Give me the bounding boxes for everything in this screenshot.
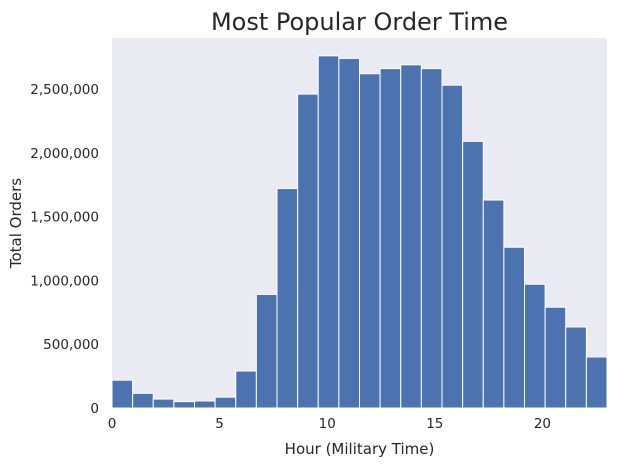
histogram-bar-22 xyxy=(565,326,587,409)
y-tick-label: 1,000,000 xyxy=(30,273,99,289)
x-tick-label: 15 xyxy=(426,416,443,432)
x-tick-label: 10 xyxy=(319,416,336,432)
histogram-bar-4 xyxy=(193,400,216,409)
x-tick-labels: 0 5 10 15 20 xyxy=(108,416,551,432)
histogram-bar-12 xyxy=(359,73,381,409)
y-tick-labels: 0 500,000 1,000,000 1,500,000 2,000,000 2,500… xyxy=(30,82,99,417)
y-axis-label: Total Orders xyxy=(7,178,25,269)
y-tick-label: 0 xyxy=(90,401,99,417)
y-tick-label: 2,000,000 xyxy=(30,146,99,162)
histogram-bar-1 xyxy=(132,392,154,409)
histogram-bar-9 xyxy=(297,93,319,409)
chart-title: Most Popular Order Time xyxy=(211,8,508,36)
histogram-bar-15 xyxy=(420,68,443,409)
histogram-bar-16 xyxy=(441,84,464,409)
x-tick-label: 5 xyxy=(215,416,224,432)
histogram-bar-3 xyxy=(173,401,195,409)
histogram-bar-19 xyxy=(503,246,526,409)
histogram-bar-13 xyxy=(379,68,402,409)
x-tick-label: 20 xyxy=(534,416,551,432)
histogram-bar-0 xyxy=(111,379,134,409)
histogram-bar-5 xyxy=(214,396,237,409)
histogram-bar-10 xyxy=(317,55,340,409)
histogram-bar-14 xyxy=(400,64,422,409)
y-tick-label: 1,500,000 xyxy=(30,210,99,226)
y-tick-label: 2,500,000 xyxy=(30,82,99,98)
histogram-bar-6 xyxy=(235,370,257,409)
histogram-bar-20 xyxy=(524,283,546,409)
histogram-bar-7 xyxy=(255,293,278,409)
histogram-bar-23 xyxy=(585,356,608,409)
histogram-bar-11 xyxy=(338,57,360,409)
x-axis-label: Hour (Military Time) xyxy=(285,440,435,458)
x-tick-label: 0 xyxy=(108,416,117,432)
bars-group xyxy=(111,55,608,409)
histogram-bar-2 xyxy=(152,398,175,409)
y-tick-label: 500,000 xyxy=(43,337,99,353)
histogram-bar-18 xyxy=(482,199,505,409)
histogram-bar-21 xyxy=(544,306,567,409)
histogram-bar-8 xyxy=(276,188,299,409)
histogram-bar-17 xyxy=(462,140,484,409)
